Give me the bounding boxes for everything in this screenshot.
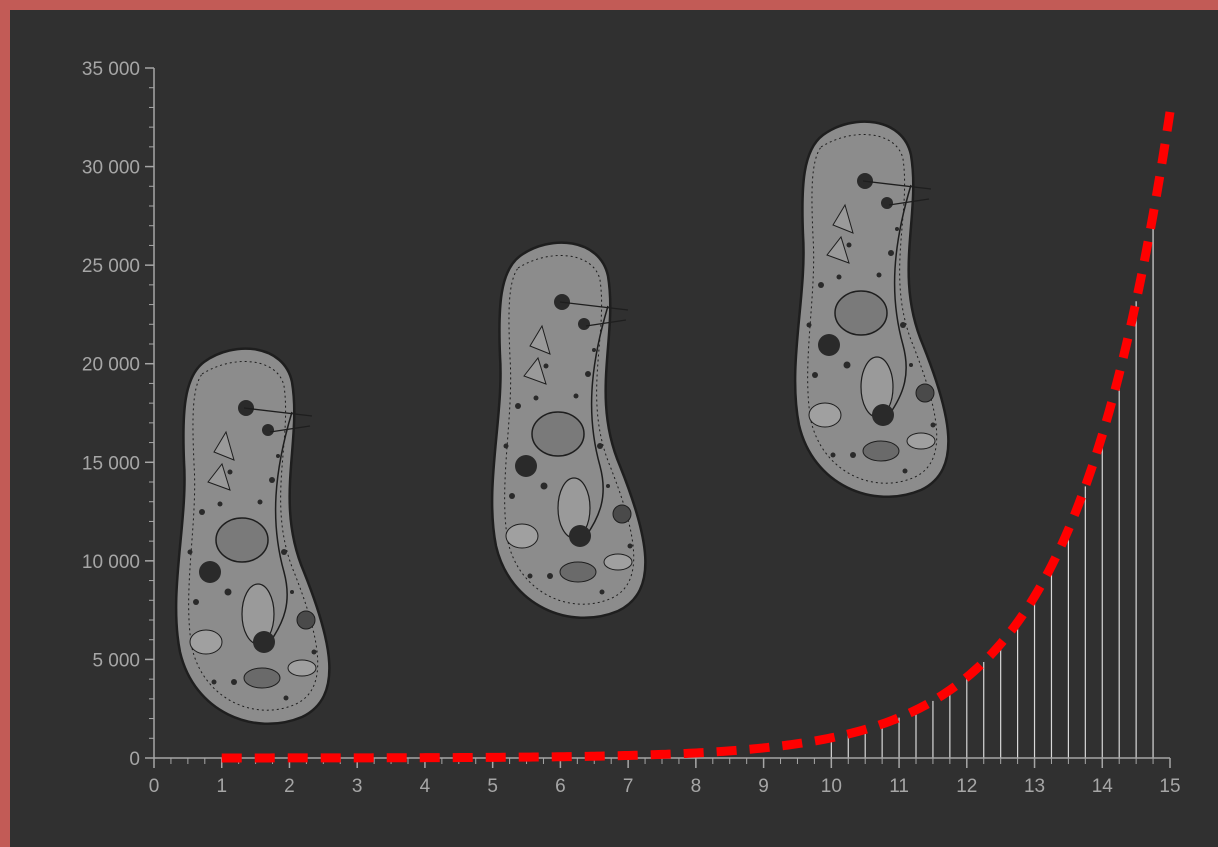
x-tick-label: 14 — [1092, 776, 1114, 797]
x-tick-label: 7 — [623, 776, 634, 797]
x-tick-label: 1 — [216, 776, 227, 797]
x-tick-label: 3 — [352, 776, 363, 797]
x-tick-label: 8 — [691, 776, 702, 797]
y-tick-label: 20 000 — [82, 355, 140, 376]
y-tick-label: 35 000 — [82, 59, 140, 80]
organism-illustrations — [174, 120, 950, 726]
stem-lines — [830, 214, 1154, 758]
paramecium-illustration-middle — [490, 241, 647, 620]
y-tick-label: 10 000 — [82, 552, 140, 573]
x-tick-label: 4 — [420, 776, 431, 797]
x-tick-label: 11 — [889, 776, 909, 797]
x-tick-label: 9 — [758, 776, 769, 797]
paramecium-illustration-right — [793, 120, 950, 499]
growth-curve-path — [220, 111, 1175, 763]
y-tick-label: 5 000 — [92, 650, 140, 671]
x-tick-label: 10 — [821, 776, 842, 797]
x-tick-label: 12 — [956, 776, 977, 797]
x-tick-label: 0 — [149, 776, 160, 797]
y-tick-label: 25 000 — [82, 256, 140, 277]
growth-curve — [220, 111, 1175, 763]
x-tick-label: 15 — [1159, 776, 1180, 797]
x-tick-label: 5 — [487, 776, 498, 797]
paramecium-illustration-left — [174, 347, 331, 726]
x-tick-label: 2 — [284, 776, 295, 797]
x-tick-label: 13 — [1024, 776, 1045, 797]
y-tick-label: 15 000 — [82, 453, 140, 474]
y-tick-label: 30 000 — [82, 158, 140, 179]
x-tick-label: 6 — [555, 776, 566, 797]
y-tick-label: 0 — [129, 749, 140, 770]
